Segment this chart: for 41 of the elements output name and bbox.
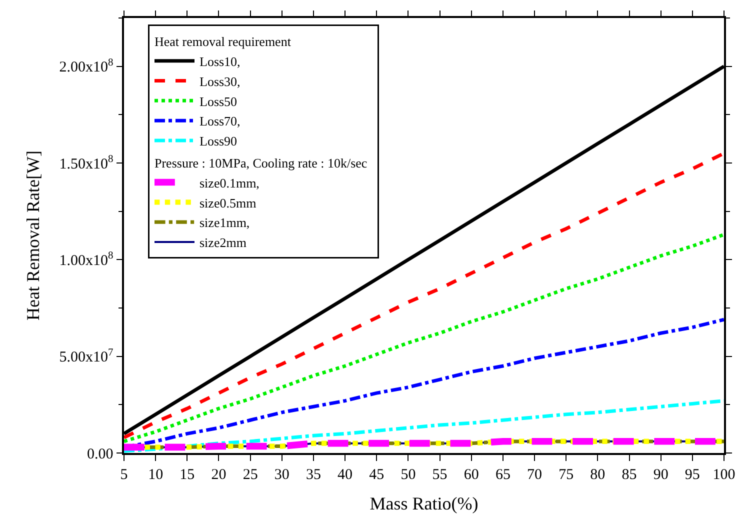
x-tick-label: 50 [400, 466, 416, 483]
x-tick-label: 100 [712, 466, 736, 483]
x-tick-label: 5 [120, 466, 128, 483]
x-axis-title: Mass Ratio(%) [370, 493, 478, 514]
legend-label: size0.5mm [200, 195, 256, 210]
legend-label: size0.1mm, [200, 175, 260, 190]
legend-title: Heat removal requirement [154, 34, 292, 50]
x-tick-label: 40 [338, 466, 353, 483]
y-tick-label: 2.00x10$^{8}$ [59, 57, 114, 76]
legend-label: size2mm [200, 235, 246, 250]
x-tick-label: 35 [306, 466, 321, 483]
line-series [124, 152, 724, 440]
line-series [124, 232, 724, 444]
legend-label: size1mm, [200, 215, 250, 230]
line-series [124, 399, 724, 453]
x-tick-label: 70 [527, 466, 542, 483]
legend-label: Loss70, [200, 114, 240, 129]
x-tick-label: 20 [211, 466, 226, 483]
x-tick-label: 80 [590, 466, 606, 483]
legend-label: Loss90 [200, 134, 238, 149]
x-tick-label: 10 [148, 466, 164, 483]
y-tick-label: 5.00x10$^{7}$ [59, 347, 114, 366]
x-tick-label: 65 [495, 466, 510, 483]
x-tick-label: 60 [464, 466, 479, 483]
y-tick-label: 0.00 [87, 446, 114, 462]
y-tick-label: 1.50x10$^{8}$ [59, 154, 114, 172]
x-tick-label: 30 [274, 466, 290, 483]
x-tick-label: 45 [369, 466, 384, 483]
x-tick-label: 95 [684, 466, 700, 483]
legend-label: Loss10, [200, 54, 240, 69]
annotation: Pressure : 10MPa, Cooling rate : 10k/sec [154, 155, 368, 170]
x-tick-label: 55 [432, 466, 448, 483]
x-tick-label: 15 [180, 466, 195, 483]
x-tick-label: 90 [653, 466, 668, 483]
x-tick-label: 75 [558, 466, 574, 483]
y-axis-title: Heat Removal Rate[W] [22, 150, 43, 320]
x-tick-label: 85 [622, 466, 637, 483]
y-tick-label: 1.00x10$^{8}$ [59, 250, 114, 269]
legend-label: Loss30, [200, 74, 240, 89]
legend-label: Loss50 [200, 94, 238, 109]
x-tick-label: 25 [242, 466, 258, 483]
